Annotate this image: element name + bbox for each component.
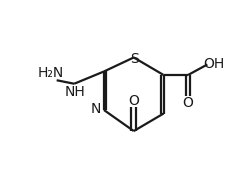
Text: OH: OH: [203, 57, 224, 71]
Text: N: N: [91, 102, 101, 116]
Text: S: S: [130, 52, 139, 66]
Text: H₂N: H₂N: [38, 66, 64, 80]
Text: O: O: [128, 94, 139, 108]
Text: NH: NH: [65, 85, 86, 99]
Text: O: O: [183, 96, 194, 110]
